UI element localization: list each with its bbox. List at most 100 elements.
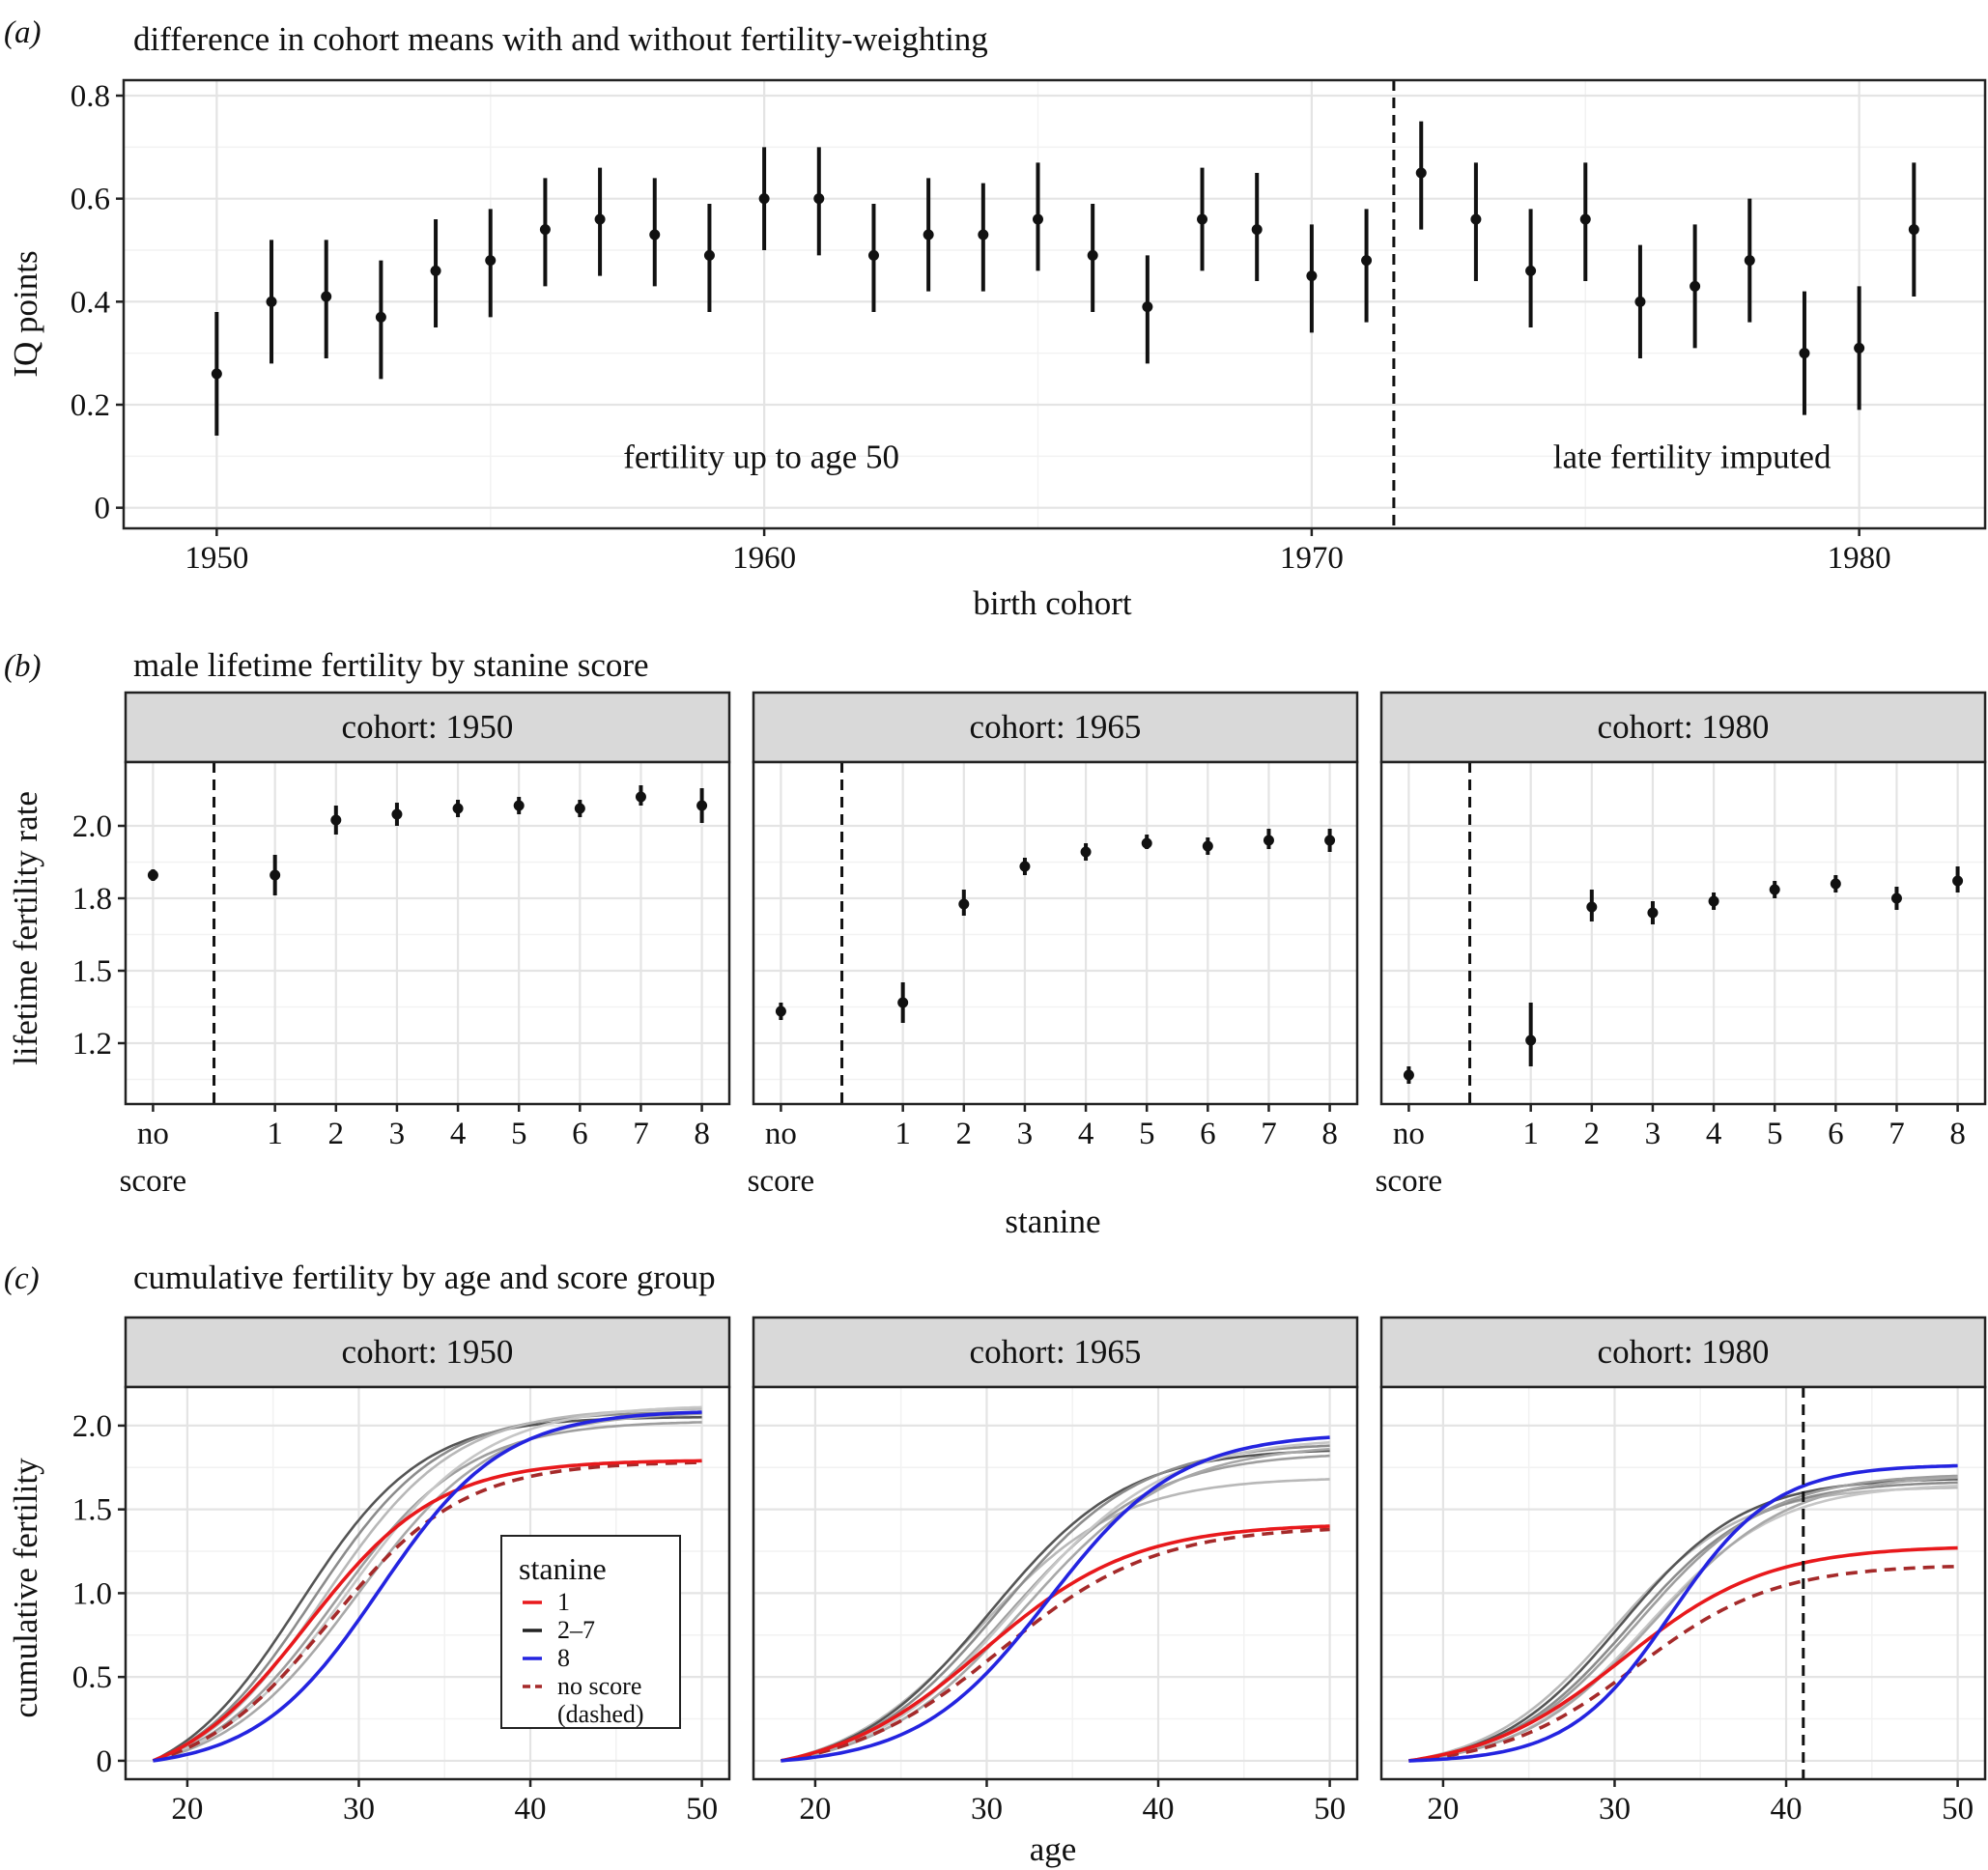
point-1960	[758, 193, 770, 205]
point-6	[574, 803, 585, 814]
point-4	[1708, 895, 1719, 907]
point-1980	[1854, 342, 1865, 354]
y-tick-label: 2.0	[72, 809, 112, 844]
point-1961	[813, 193, 825, 205]
facet-b-2: cohort: 1965 no score 1 2 3 4 5 6 7 8	[748, 691, 1359, 1199]
x-tick-label: 6	[1200, 1117, 1216, 1151]
legend-title: stanine	[519, 1551, 607, 1586]
facet-strip	[1379, 1316, 1987, 1389]
facet-plot-area	[126, 762, 729, 1104]
point-1	[270, 869, 281, 881]
x-tick-label: no	[765, 1117, 797, 1151]
point-6	[1830, 878, 1841, 890]
facet-b-1: cohort: 1950 no score 1 2 3 4 5 6 7 8 1.2 1.5 1.8 2.0	[72, 691, 731, 1199]
line-stanine-2-7	[781, 1447, 1330, 1763]
x-tick-label: no	[1393, 1117, 1425, 1151]
facet-frame	[1379, 760, 1987, 1106]
facet-strip	[1379, 691, 1987, 764]
point-1979	[1799, 348, 1810, 359]
point-8	[696, 800, 708, 811]
panel-b-letter: (b)	[4, 649, 41, 684]
y-axis-label: cumulative fertility	[7, 1458, 44, 1718]
point-1978	[1744, 255, 1755, 267]
y-tick-label: 0	[95, 492, 111, 526]
point-2	[330, 814, 342, 826]
point-7	[635, 791, 646, 803]
x-tick-label: 1970	[1280, 541, 1344, 576]
point-1962	[867, 249, 879, 261]
x-tick-label: 6	[1828, 1117, 1844, 1151]
x-tick-label: 5	[1767, 1117, 1783, 1151]
x-tick-label: score	[1376, 1164, 1443, 1199]
point-1964	[978, 229, 989, 241]
x-tick-label: 2	[1584, 1117, 1601, 1151]
point-1976	[1634, 296, 1646, 307]
point-1975	[1579, 213, 1591, 225]
facet-b-3: cohort: 1980 no score 1 2 3 4 5 6 7 8	[1376, 691, 1987, 1199]
point-1974	[1525, 265, 1537, 276]
panel-b: (b) male lifetime fertility by stanine sc…	[4, 646, 1987, 1240]
point-1981	[1908, 224, 1919, 236]
point-1956	[539, 224, 551, 236]
line-stanine-2-7	[781, 1478, 1330, 1763]
point-1958	[649, 229, 661, 241]
point-1955	[485, 255, 497, 267]
panel-a-letter: (a)	[4, 15, 41, 50]
x-tick-label: 1	[1522, 1117, 1539, 1151]
line-stanine-8	[153, 1410, 702, 1763]
line-stanine-2-7	[781, 1441, 1330, 1763]
point-5	[1141, 837, 1152, 849]
point-1972	[1415, 167, 1427, 179]
line-stanine-1	[152, 1459, 702, 1763]
point-1950	[211, 368, 222, 380]
y-tick-label: 1.8	[72, 882, 112, 917]
x-tick-label: 1	[267, 1117, 283, 1151]
point-1954	[430, 265, 441, 276]
facet-plot-area	[753, 1387, 1357, 1779]
line-stanine-1	[781, 1524, 1330, 1763]
x-tick-label: 6	[572, 1117, 588, 1151]
x-tick-label: 8	[1321, 1117, 1338, 1151]
point-1959	[703, 249, 715, 261]
x-tick-label: 3	[389, 1117, 406, 1151]
annotation-1: late fertility imputed	[1553, 438, 1832, 475]
facet-strip-label: cohort: 1950	[342, 1333, 514, 1371]
x-tick-label: 50	[1942, 1792, 1974, 1827]
point-1953	[375, 311, 386, 323]
point-1965	[1032, 213, 1043, 225]
point-1977	[1690, 280, 1701, 292]
y-tick-label: 0	[97, 1744, 113, 1779]
facet-c-1: cohort: 1950 20 30 40 50 0 0.5 1.0 1.5 2.0 stanine…	[72, 1316, 731, 1827]
point-1966	[1087, 249, 1098, 261]
facet-plot-area	[753, 762, 1357, 1104]
x-axis-label: stanine	[1005, 1203, 1100, 1240]
facet-frame	[1379, 1385, 1987, 1781]
x-tick-label: 40	[515, 1792, 547, 1827]
y-tick-label: 0.6	[71, 183, 110, 217]
facet-strip	[124, 691, 731, 764]
y-tick-label: 1.2	[72, 1027, 112, 1062]
point-3	[1647, 907, 1659, 919]
panel-c-letter: (c)	[4, 1261, 40, 1296]
x-tick-label: 40	[1771, 1792, 1803, 1827]
point-4	[1080, 846, 1092, 858]
line-stanine-8	[1408, 1463, 1958, 1763]
y-axis-label: lifetime fertility rate	[7, 791, 44, 1065]
facet-strip	[124, 1316, 731, 1389]
point-1963	[923, 229, 934, 241]
x-tick-label: 1980	[1828, 541, 1891, 576]
y-tick-label: 2.0	[72, 1409, 112, 1444]
x-tick-label: 1950	[185, 541, 248, 576]
line-stanine-2-7	[1408, 1476, 1958, 1763]
x-tick-label: 3	[1645, 1117, 1661, 1151]
facet-strip-label: cohort: 1980	[1598, 708, 1770, 746]
point-no-score	[1403, 1069, 1414, 1081]
facet-plot-area	[1381, 1387, 1985, 1779]
point-1969	[1251, 224, 1263, 236]
point-1952	[321, 291, 332, 302]
x-tick-label: 5	[1139, 1117, 1155, 1151]
legend-label-3: (dashed)	[557, 1700, 644, 1728]
y-tick-label: 0.8	[71, 79, 110, 114]
x-tick-label: 20	[171, 1792, 203, 1827]
